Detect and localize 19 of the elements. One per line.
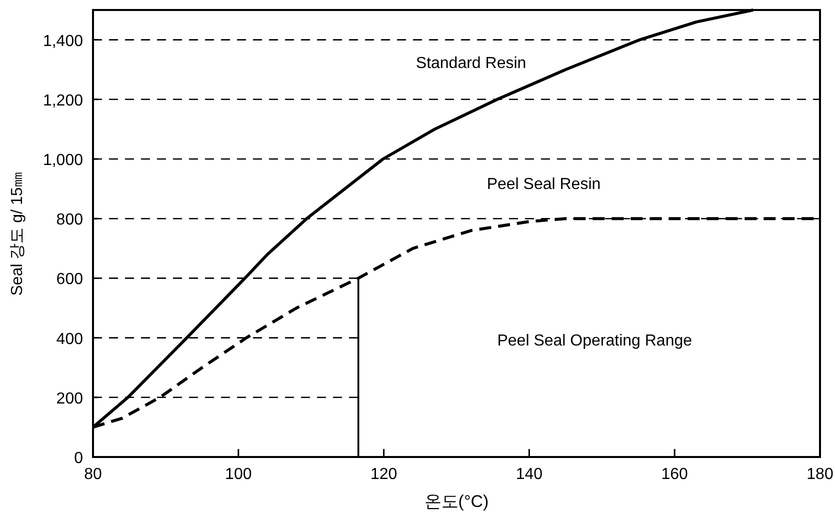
y-tick-label: 400 [56, 330, 84, 348]
x-tick-label: 120 [370, 466, 398, 483]
y-tick-label: 800 [56, 212, 84, 229]
y-tick-label: 200 [56, 390, 84, 408]
x-tick-label: 80 [84, 466, 102, 483]
y-axis-title: Seal 강도 g/ 15㎜ [9, 171, 26, 296]
x-tick-label: 140 [516, 466, 543, 483]
series-label: Peel Seal Resin [486, 176, 601, 193]
x-tick-label: 160 [661, 466, 688, 483]
annotation: Peel Seal Operating Range [497, 332, 692, 350]
x-tick-label: 180 [806, 466, 834, 483]
x-axis-title: 온도(°C) [424, 492, 489, 511]
x-tick-label: 100 [225, 466, 252, 483]
y-tick-label: 0 [74, 450, 84, 467]
series-label: Standard Resin [416, 55, 526, 72]
y-tick-label: 1,000 [42, 152, 84, 169]
y-tick-label: 1,200 [42, 92, 84, 110]
y-tick-label: 600 [56, 271, 84, 288]
y-tick-label: 1,400 [42, 32, 84, 50]
